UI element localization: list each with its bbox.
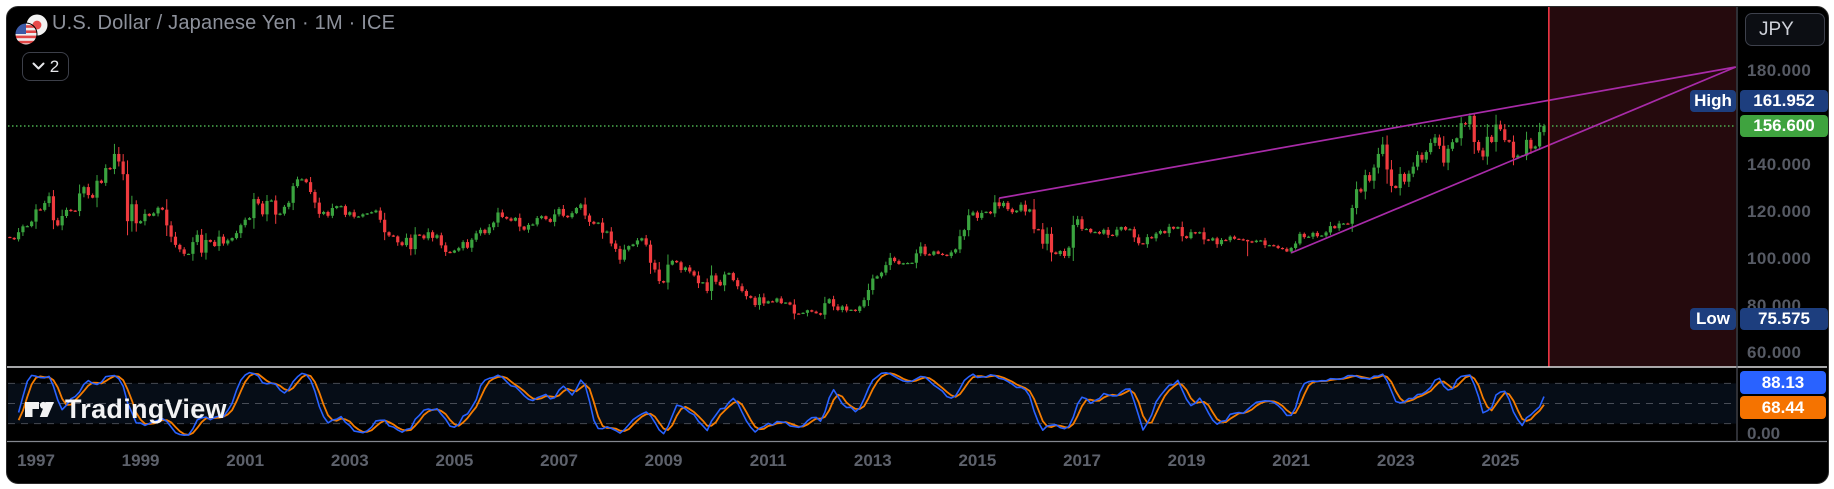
high-value: 161.952 — [1740, 90, 1828, 112]
year-tick-label: 2023 — [1376, 451, 1415, 470]
high-price-badge: High 161.952 — [1690, 90, 1828, 112]
chart-layers — [7, 7, 1827, 443]
low-label: Low — [1690, 308, 1736, 330]
year-tick-label: 2007 — [540, 451, 578, 470]
year-tick-label: 1999 — [121, 451, 160, 470]
low-price-badge: Low 75.575 — [1690, 308, 1828, 330]
chart-widget — [6, 6, 1829, 484]
stoch-k-line — [17, 371, 1545, 437]
indicator-zero-label: 0.00 — [1747, 424, 1781, 443]
year-tick-label: 2003 — [330, 451, 369, 470]
year-tick-label: 2011 — [749, 451, 787, 470]
stoch-k-badge: 88.13 — [1740, 371, 1826, 394]
tradingview-watermark[interactable]: TradingView — [24, 394, 227, 425]
price-tick-label: 180.000 — [1747, 61, 1812, 80]
exchange-label: ICE — [361, 12, 396, 34]
last-price-badge: 156.600 — [1740, 115, 1828, 137]
us-flag-icon — [14, 22, 38, 46]
year-tick-label: 2013 — [853, 451, 892, 470]
year-tick-label: 2021 — [1272, 451, 1311, 470]
year-tick-label: 1997 — [17, 451, 55, 470]
candles — [8, 113, 1546, 320]
stoch-d-badge: 68.44 — [1740, 396, 1826, 419]
year-tick-label: 2001 — [226, 451, 265, 470]
legend-collapse-button[interactable]: 2 — [22, 52, 69, 81]
interval-label: 1M — [314, 12, 343, 34]
year-tick-label: 2015 — [958, 451, 997, 470]
year-tick-label: 2019 — [1167, 451, 1206, 470]
symbol-legend[interactable]: U.S. Dollar / Japanese Yen · 1M · ICE — [52, 12, 395, 35]
currency-unit-button[interactable]: JPY — [1745, 13, 1825, 46]
year-tick-label: 2025 — [1481, 451, 1520, 470]
year-tick-label: 2005 — [435, 451, 474, 470]
year-tick-label: 2017 — [1063, 451, 1101, 470]
future-highlight-zone — [1548, 7, 1736, 367]
year-tick-label: 2009 — [644, 451, 683, 470]
symbol-title[interactable]: U.S. Dollar / Japanese Yen · 1M · ICE — [52, 12, 396, 34]
price-tick-label: 100.000 — [1747, 249, 1812, 268]
symbol-pair-logo — [14, 14, 48, 46]
chevron-down-icon — [32, 62, 45, 70]
lower-trendline[interactable] — [1290, 66, 1737, 254]
upper-trendline[interactable] — [999, 66, 1736, 199]
low-value: 75.575 — [1740, 308, 1828, 330]
tradingview-logo-icon — [25, 401, 54, 417]
price-tick-label: 140.000 — [1747, 155, 1812, 174]
price-tick-label: 60.000 — [1747, 343, 1802, 362]
indicator-count: 2 — [49, 56, 60, 76]
price-tick-label: 120.000 — [1747, 202, 1812, 221]
high-label: High — [1690, 90, 1736, 112]
watermark-text: TradingView — [65, 394, 227, 424]
